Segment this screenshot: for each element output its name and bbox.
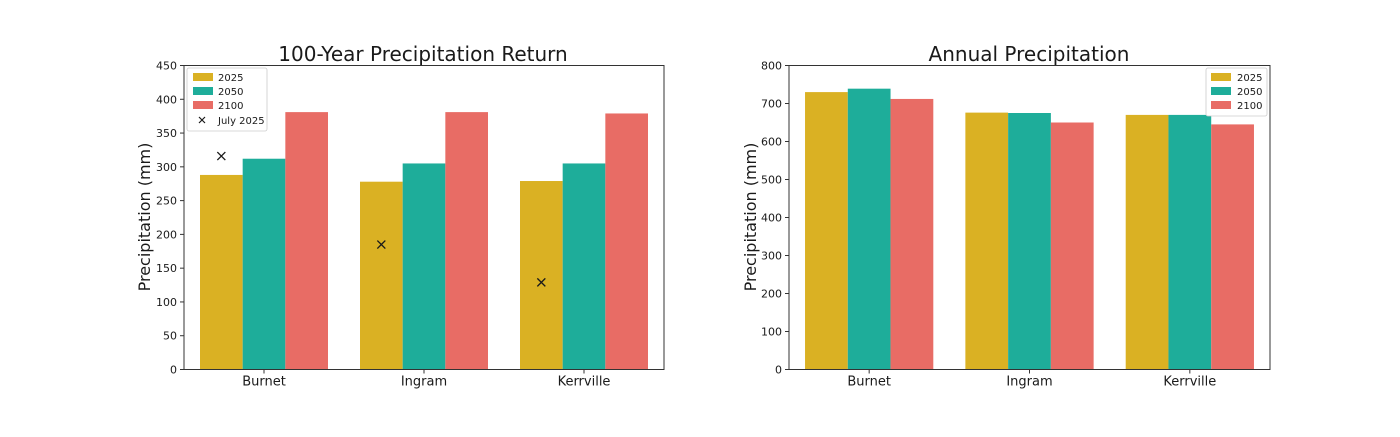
- plot-area: 0 100 200 300 400 500 600 700 800 Burnet Ingram Ker…: [761, 60, 1254, 390]
- y-tick-label: 150: [156, 262, 177, 275]
- x-tick-label: Burnet: [847, 375, 891, 390]
- legend-label-2050: 2050: [218, 87, 243, 98]
- x-tick-label: Ingram: [401, 375, 447, 390]
- y-tick-label: 300: [156, 161, 177, 174]
- x-tick-label: Kerrville: [558, 375, 611, 390]
- bar-2050-ingram: [402, 163, 446, 370]
- chart-title: 100-Year Precipitation Return: [278, 42, 567, 66]
- bar-2050-kerrville: [562, 163, 606, 370]
- y-tick-label: 0: [170, 364, 177, 377]
- bar-2025-kerrville: [1125, 114, 1169, 370]
- legend-swatch-2100: [193, 101, 213, 109]
- y-tick-label: 100: [156, 296, 177, 309]
- bar-2050-burnet: [847, 88, 891, 370]
- bar-2100-burnet: [890, 98, 934, 370]
- bar-2025-burnet: [200, 174, 243, 370]
- legend-label-2025: 2025: [1237, 73, 1262, 84]
- marker-july-2025-kerrville: [536, 277, 546, 287]
- legend-label-2100: 2100: [1237, 101, 1262, 112]
- legend-swatch-2100: [1211, 101, 1231, 109]
- y-tick-label: 100: [761, 326, 782, 339]
- legend-label-2100: 2100: [218, 101, 243, 112]
- bar-2100-ingram: [445, 112, 488, 370]
- plot-frame: [788, 65, 1271, 370]
- bar-2050-kerrville: [1168, 114, 1212, 370]
- legend-label-july-2025: July 2025: [217, 116, 265, 127]
- legend-box: [186, 67, 268, 132]
- bar-2100-burnet: [285, 112, 328, 370]
- bar-2025-kerrville: [520, 181, 563, 370]
- y-tick-label: 700: [761, 98, 782, 111]
- legend-marker-x: [198, 116, 206, 124]
- y-tick-label: 350: [156, 127, 177, 140]
- chart-annual-precipitation: Annual Precipitation Precipitation (mm) …: [741, 42, 1271, 390]
- y-tick-label: 50: [163, 330, 177, 343]
- legend-swatch-2050: [1211, 87, 1231, 95]
- y-tick-label: 0: [775, 364, 782, 377]
- y-axis-label: Precipitation (mm): [135, 143, 154, 292]
- bar-2025-ingram: [965, 112, 1009, 370]
- bar-2025-burnet: [805, 92, 848, 370]
- chart-100-year-return: 100-Year Precipitation Return Precipitat…: [135, 42, 665, 390]
- bar-2050-burnet: [242, 158, 286, 370]
- y-tick-label: 500: [761, 174, 782, 187]
- y-tick-label: 400: [761, 212, 782, 225]
- marker-july-2025-ingram: [376, 240, 386, 249]
- legend-swatch-2050: [193, 87, 213, 95]
- y-tick-label: 600: [761, 136, 782, 149]
- legend-label-2050: 2050: [1237, 87, 1262, 98]
- y-tick-label: 800: [761, 60, 782, 73]
- legend-label-2025: 2025: [218, 73, 243, 84]
- chart-title: Annual Precipitation: [929, 42, 1130, 66]
- y-tick-label: 200: [156, 228, 177, 241]
- y-tick-label: 400: [156, 93, 177, 106]
- y-tick-label: 250: [156, 195, 177, 208]
- legend-swatch-2025: [193, 73, 213, 81]
- legend: 2025 2050 2100: [1205, 67, 1268, 117]
- legend: 2025 2050 2100 July 2025: [186, 67, 268, 132]
- x-tick-label: Burnet: [242, 375, 286, 390]
- plot-frame: [183, 65, 665, 370]
- y-tick-label: 450: [156, 60, 177, 73]
- bar-2100-kerrville: [1211, 124, 1254, 370]
- plot-area: 0 50 100 150 200 250 300 350 400 450 Burnet Ingram K…: [156, 60, 648, 390]
- bar-2100-ingram: [1050, 122, 1094, 370]
- bar-2025-ingram: [360, 181, 403, 370]
- legend-swatch-2025: [1211, 73, 1231, 81]
- marker-july-2025-burnet: [216, 151, 226, 161]
- bar-2100-kerrville: [605, 113, 648, 370]
- x-tick-label: Kerrville: [1163, 375, 1216, 390]
- x-tick-label: Ingram: [1006, 375, 1052, 390]
- bar-2050-ingram: [1008, 113, 1051, 370]
- y-tick-label: 200: [761, 288, 782, 301]
- y-axis-label: Precipitation (mm): [741, 143, 760, 292]
- y-tick-label: 300: [761, 250, 782, 263]
